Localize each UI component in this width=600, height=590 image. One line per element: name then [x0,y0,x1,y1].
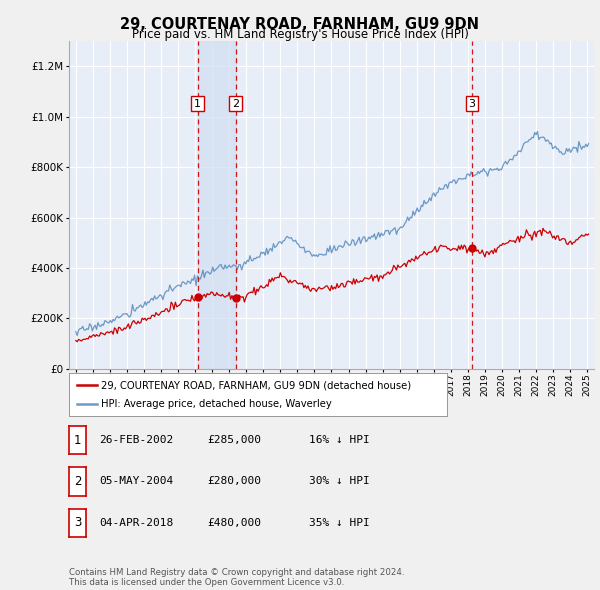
Text: 30% ↓ HPI: 30% ↓ HPI [309,477,370,486]
Text: HPI: Average price, detached house, Waverley: HPI: Average price, detached house, Wave… [101,399,332,409]
Text: 29, COURTENAY ROAD, FARNHAM, GU9 9DN: 29, COURTENAY ROAD, FARNHAM, GU9 9DN [121,17,479,31]
Text: 29, COURTENAY ROAD, FARNHAM, GU9 9DN (detached house): 29, COURTENAY ROAD, FARNHAM, GU9 9DN (de… [101,381,411,391]
Text: 3: 3 [74,516,81,529]
Text: 04-APR-2018: 04-APR-2018 [99,518,173,527]
Text: £285,000: £285,000 [207,435,261,445]
Text: 2: 2 [232,99,239,109]
Text: 2: 2 [74,475,81,488]
Text: 1: 1 [74,434,81,447]
Text: £480,000: £480,000 [207,518,261,527]
Text: 3: 3 [469,99,476,109]
Text: 26-FEB-2002: 26-FEB-2002 [99,435,173,445]
Text: £280,000: £280,000 [207,477,261,486]
Text: 16% ↓ HPI: 16% ↓ HPI [309,435,370,445]
Text: 05-MAY-2004: 05-MAY-2004 [99,477,173,486]
Text: 1: 1 [194,99,201,109]
Text: Price paid vs. HM Land Registry's House Price Index (HPI): Price paid vs. HM Land Registry's House … [131,28,469,41]
Text: 35% ↓ HPI: 35% ↓ HPI [309,518,370,527]
Bar [197,41,236,369]
Text: Contains HM Land Registry data © Crown copyright and database right 2024.
This d: Contains HM Land Registry data © Crown c… [69,568,404,587]
